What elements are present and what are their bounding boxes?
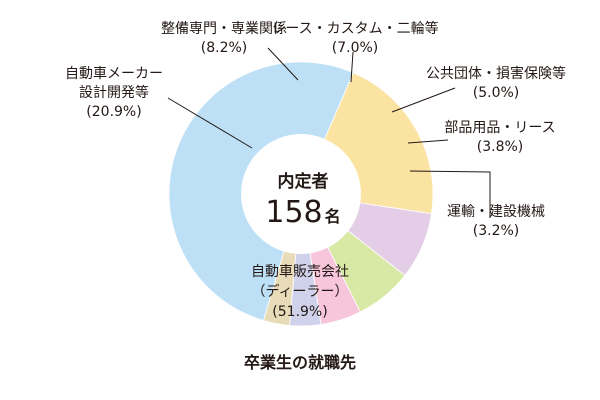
slice-label-2: 自動車メーカー設計開発等 (20.9%) bbox=[65, 65, 163, 120]
slice-label-line: (51.9%) bbox=[272, 304, 327, 320]
leader-line-5 bbox=[391, 87, 456, 113]
slice-label-4: レース・カスタム・二輪等 (7.0%) bbox=[271, 20, 438, 56]
center-value: 158 bbox=[265, 195, 322, 230]
slice-label-line: (3.8%) bbox=[477, 139, 524, 155]
center-hole bbox=[241, 134, 361, 254]
leader-line-7 bbox=[409, 170, 491, 218]
slice-label-5: 公共団体・損害保険等 (5.0%) bbox=[426, 65, 566, 101]
center-unit: 名 bbox=[325, 207, 341, 226]
slice-label-line: (8.2%) bbox=[201, 40, 248, 56]
slice-label-line: レース・カスタム・二輪等 bbox=[271, 20, 438, 37]
slice-label-7: 運輸・建設機械 (3.2%) bbox=[447, 204, 545, 239]
leader-line-6 bbox=[407, 139, 449, 144]
slice-label-line: (5.0%) bbox=[473, 85, 520, 101]
slice-label-line: 部品用品・リース bbox=[444, 120, 555, 136]
slice-label-6: 部品用品・リース (3.8%) bbox=[444, 120, 555, 155]
center-count: 158 名 bbox=[265, 195, 340, 230]
slice-label-line: 自動車販売会社 bbox=[251, 263, 349, 280]
leader-line-4 bbox=[350, 51, 354, 83]
slice-label-line: 公共団体・損害保険等 bbox=[426, 65, 566, 82]
center-label: 内定者 bbox=[278, 171, 329, 192]
slice-label-line: (20.9%) bbox=[86, 104, 141, 120]
leader-lines bbox=[167, 47, 491, 218]
chart-title: 卒業生の就職先 bbox=[244, 353, 356, 372]
slice-labels: 自動車販売会社 （ディーラー） (51.9%) 自動車メーカー設計開発等 (20.9%)… bbox=[65, 20, 566, 320]
leader-line-3 bbox=[267, 47, 299, 81]
slice-label-line: 運輸・建設機械 bbox=[447, 204, 545, 220]
slice-label-line: (3.2%) bbox=[473, 223, 520, 239]
slice-label-1: 自動車販売会社 （ディーラー） (51.9%) bbox=[251, 263, 349, 320]
slice-label-line: （ディーラー） bbox=[251, 283, 348, 300]
slice-label-3: 整備専門・専業関係 (8.2%) bbox=[161, 21, 287, 56]
slice-label-line: 整備専門・専業関係 bbox=[161, 21, 287, 37]
leader-line-2 bbox=[167, 97, 253, 149]
slice-label-line: 自動車メーカー bbox=[65, 65, 163, 82]
slice-label-line: (7.0%) bbox=[332, 40, 379, 56]
slice-label-line: 設計開発等 bbox=[79, 84, 149, 101]
